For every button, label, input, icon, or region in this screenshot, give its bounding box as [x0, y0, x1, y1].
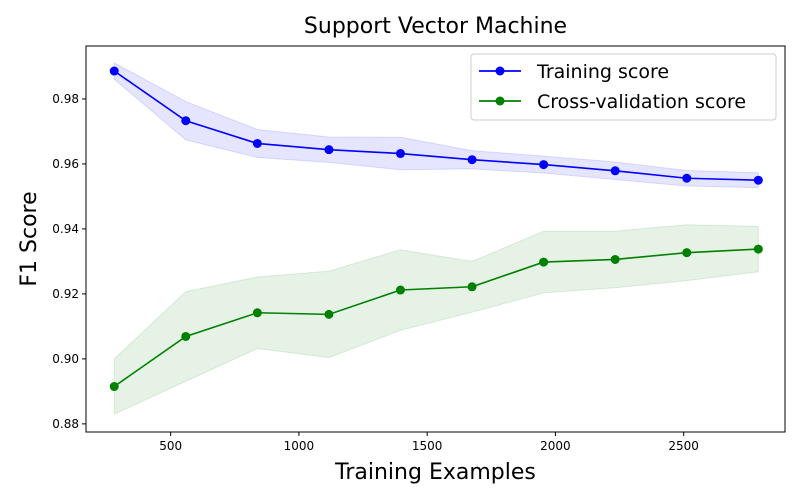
series-0-line: [113, 70, 759, 181]
y-tick-label: 0.94: [52, 222, 79, 236]
x-axis-label: Training Examples: [334, 460, 536, 485]
series-1-point: [467, 282, 477, 292]
series-0-point: [610, 166, 620, 176]
series-1-point: [109, 382, 119, 392]
y-tick-label: 0.88: [52, 417, 79, 431]
x-tick-label: 1500: [412, 439, 443, 453]
y-tick-label: 0.90: [52, 352, 79, 366]
y-tick-label: 0.92: [52, 287, 79, 301]
series-1-point: [252, 308, 262, 318]
chart-title: Support Vector Machine: [304, 14, 567, 39]
series-0-point: [252, 138, 262, 148]
series-0-point: [181, 116, 191, 126]
series-1-point: [324, 309, 334, 319]
series-0-point: [682, 173, 692, 183]
series-lines: [113, 70, 759, 388]
x-axis-ticks: 500 1000 1500 2000 2500: [159, 432, 699, 453]
series-0-point: [395, 149, 405, 159]
y-tick-label: 0.98: [52, 92, 79, 106]
series-0-band: [113, 62, 759, 189]
x-tick-label: 500: [159, 439, 182, 453]
series-0-point: [467, 155, 477, 165]
legend-box: [470, 53, 777, 121]
x-tick-label: 2000: [540, 439, 571, 453]
y-tick-label: 0.96: [52, 157, 79, 171]
x-tick-label: 2500: [668, 439, 699, 453]
y-axis-ticks: 0.88 0.90 0.92 0.94 0.96 0.98: [52, 92, 86, 431]
series-points: [109, 66, 763, 392]
series-1-point: [395, 285, 405, 295]
series-1-point: [181, 331, 191, 341]
plot-area-frame: [85, 45, 786, 433]
series-1-line: [113, 248, 759, 388]
x-tick-label: 1000: [284, 439, 315, 453]
confidence-bands: [113, 62, 759, 415]
y-axis-label: F1 Score: [17, 191, 42, 286]
series-0-point: [324, 145, 334, 155]
legend-label-0: Training score: [536, 61, 669, 83]
series-1-point: [539, 257, 549, 267]
series-0-point: [753, 175, 763, 185]
series-0-point: [109, 66, 119, 76]
series-0-point: [539, 160, 549, 170]
series-1-point: [682, 248, 692, 258]
legend-label-1: Cross-validation score: [537, 91, 746, 113]
series-1-point: [753, 244, 763, 254]
legend: Training score Cross-validation score: [470, 53, 777, 121]
legend-marker-1: [495, 96, 505, 106]
legend-marker-0: [495, 66, 505, 76]
series-1-band: [113, 224, 759, 415]
series-1-point: [610, 254, 620, 264]
